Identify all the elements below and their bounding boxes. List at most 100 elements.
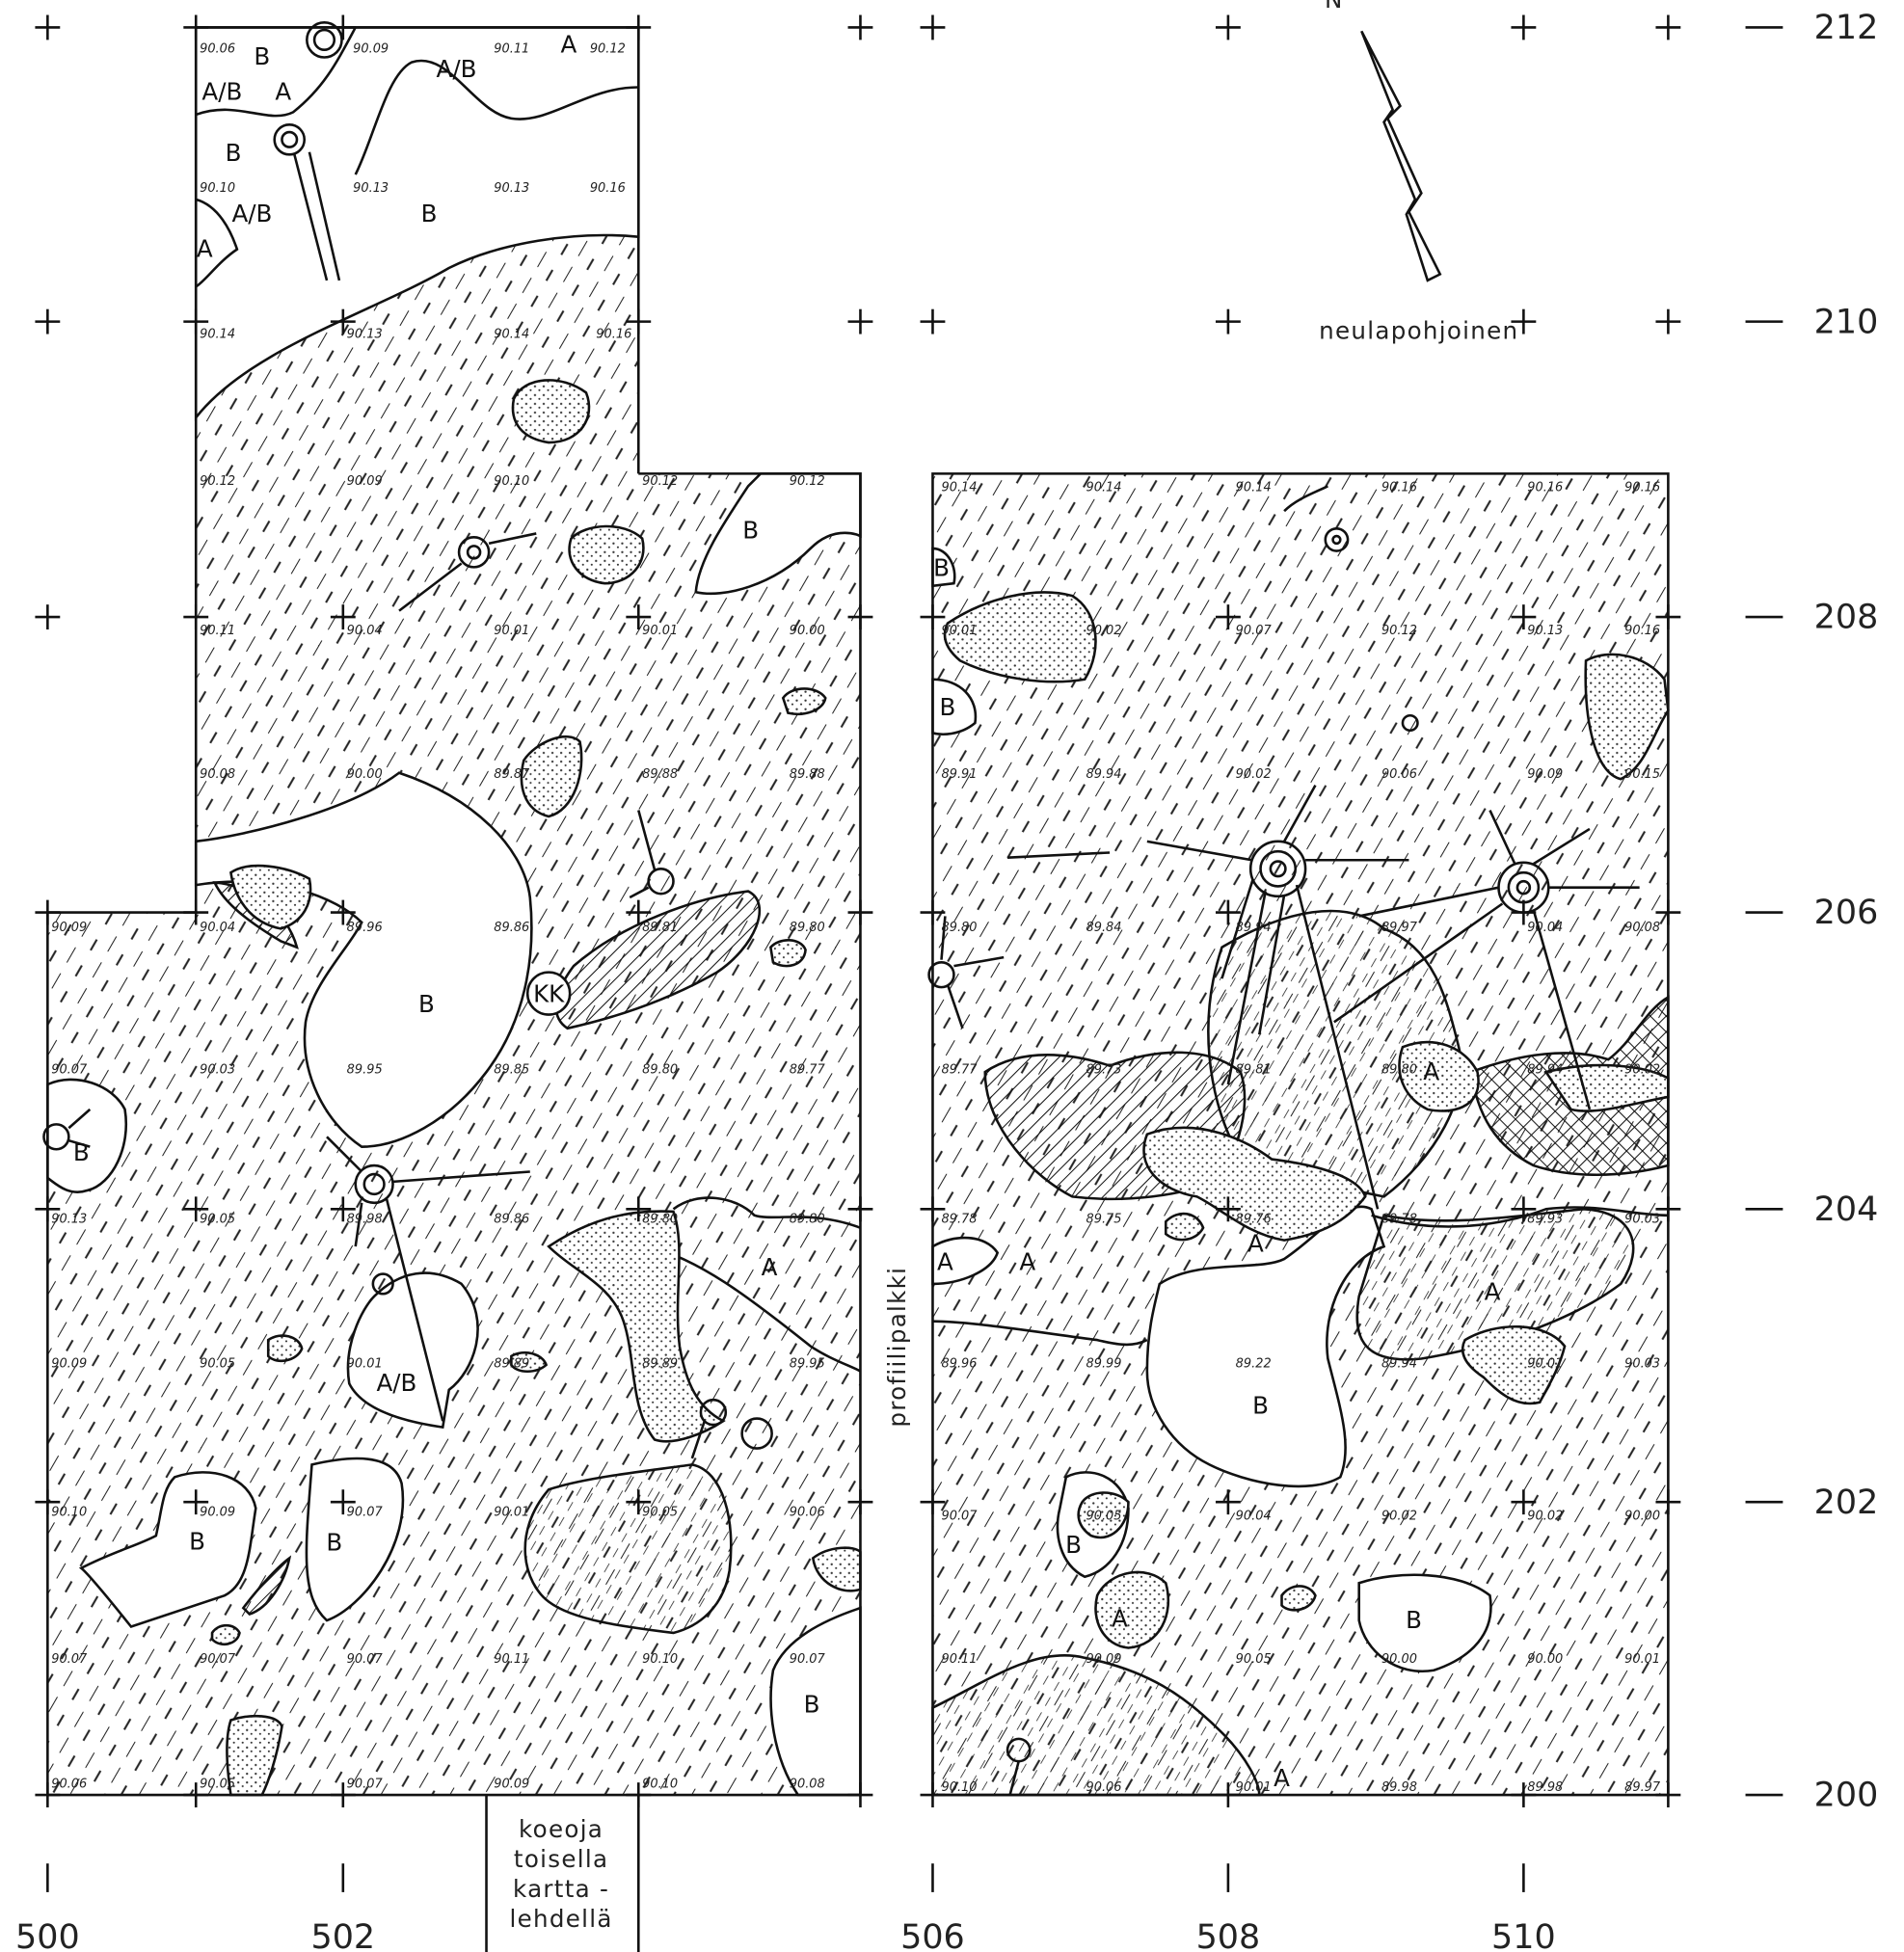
elevation: 90.09	[51, 1357, 87, 1372]
elevation: 90.16	[590, 181, 626, 196]
area-label: B	[226, 139, 242, 167]
elevation: 90.01	[494, 624, 529, 638]
area-label: A	[1485, 1278, 1501, 1306]
area-label: B	[804, 1691, 820, 1719]
y-axis-label: 206	[1814, 894, 1879, 932]
x-axis-label: 502	[310, 1918, 375, 1952]
elevation: 90.12	[200, 474, 235, 489]
x-axis-label: 506	[900, 1918, 965, 1952]
elevation: 90.01	[642, 624, 678, 638]
elevation: 89.99	[1086, 1357, 1122, 1372]
elevation: 89.80	[1381, 1062, 1417, 1077]
elevation: 90.05	[1236, 1652, 1272, 1667]
elevation: 90.13	[347, 327, 383, 341]
elevation: 90.11	[494, 41, 529, 56]
layer-outlines	[46, 26, 1669, 1797]
elevation: 89.22	[1236, 1357, 1272, 1372]
elevation: 90.12	[1381, 624, 1417, 638]
area-label: B	[933, 553, 950, 581]
elevation: 90.12	[790, 474, 825, 489]
elevation: 90.07	[347, 1777, 384, 1791]
kk-marker	[525, 971, 572, 1016]
elevation: 90.05	[200, 1777, 235, 1791]
elevation: 90.01	[1236, 1780, 1272, 1795]
elevation: 90.02	[1381, 1509, 1417, 1523]
elevation: 90.09	[1527, 767, 1563, 782]
elevation: 90.01	[1527, 1357, 1563, 1372]
elevation: 90.00	[1624, 1509, 1660, 1523]
elevation: 90.05	[1086, 1509, 1122, 1523]
y-axis-label: 200	[1814, 1777, 1879, 1815]
elevation: 90.07	[790, 1652, 826, 1667]
area-label: B	[1065, 1531, 1082, 1559]
elevation: 90.06	[200, 41, 235, 56]
x-axis-label: 510	[1491, 1918, 1556, 1952]
elevation: 90.04	[1527, 921, 1563, 935]
x-axis-label: 508	[1196, 1918, 1261, 1952]
area-label: A	[197, 234, 213, 262]
area-label: A	[937, 1248, 953, 1276]
elevation: 90.07	[51, 1652, 88, 1667]
elevation: 90.11	[200, 624, 235, 638]
labels: 212 210 208 206 204 202 200 500 502 506 508 510 koeo…	[15, 9, 1878, 1952]
elevation: 89.75	[1086, 1213, 1122, 1227]
elevation: 89.88	[642, 767, 678, 782]
elevation: 89.76	[1236, 1213, 1272, 1227]
trench-note: koeoja	[519, 1815, 603, 1843]
trench-note: kartta -	[513, 1875, 609, 1903]
elevation: 90.10	[642, 1777, 678, 1791]
elevation: 90.08	[1624, 921, 1660, 935]
elevation: 89.80	[642, 1213, 678, 1227]
elevation: 90.07	[1236, 624, 1273, 638]
elevation: 89.77	[790, 1062, 826, 1077]
grid-frame	[35, 14, 1681, 1952]
x-axis-label: 500	[15, 1918, 80, 1952]
elevation: 89.98	[1381, 1780, 1417, 1795]
elevation: 90.06	[1381, 767, 1417, 782]
area-label: KK	[533, 980, 565, 1008]
north-arrow: N neulapohjoinen	[1319, 0, 1517, 345]
elevation: 89.97	[1624, 1780, 1661, 1795]
elevation: 90.10	[642, 1652, 678, 1667]
area-label: B	[418, 990, 435, 1018]
area-label: B	[326, 1529, 342, 1557]
area-label: A	[1247, 1229, 1264, 1257]
elevation: 90.11	[494, 1652, 529, 1667]
elevation: 89.80	[642, 1062, 678, 1077]
area-label: B	[742, 517, 759, 545]
elevation: 90.05	[642, 1505, 678, 1519]
elevation: 89.98	[1527, 1780, 1563, 1795]
elevation: 90.10	[494, 474, 529, 489]
elevation: 90.07	[942, 1509, 979, 1523]
elevation: 89.84	[1086, 921, 1122, 935]
elevation: 89.77	[942, 1062, 979, 1077]
elevation: 89.97	[1381, 921, 1418, 935]
elevation: 90.16	[1527, 480, 1563, 495]
elevation: 90.09	[1086, 1652, 1122, 1667]
area-label: A	[1423, 1057, 1439, 1085]
profile-label: profiilipalkki	[883, 1267, 911, 1428]
elevation: 90.09	[200, 1505, 235, 1519]
elevation: 90.01	[1624, 1652, 1660, 1667]
elevation: 90.02	[1086, 624, 1122, 638]
elevation: 89.86	[494, 921, 529, 935]
trench-note: toisella	[514, 1845, 608, 1873]
elevation: 90.14	[1086, 480, 1122, 495]
elevation: 89.95	[790, 1357, 825, 1372]
elevation: 89.80	[942, 921, 978, 935]
elevation: 90.09	[494, 1777, 529, 1791]
elevation: 89.80	[790, 1213, 825, 1227]
elevation: 90.05	[200, 1213, 235, 1227]
elevation: 90.09	[347, 474, 383, 489]
trench-note: lehdellä	[510, 1905, 613, 1933]
elevation: 89.88	[790, 767, 825, 782]
elevation: 89.94	[1381, 1357, 1417, 1372]
area-label: B	[73, 1138, 90, 1166]
elevation: 89.89	[494, 1357, 529, 1372]
elevation: 90.02	[1624, 1062, 1660, 1077]
elevation: 90.12	[642, 474, 678, 489]
elevation: 90.12	[590, 41, 626, 56]
elevation: 90.16	[1381, 480, 1417, 495]
